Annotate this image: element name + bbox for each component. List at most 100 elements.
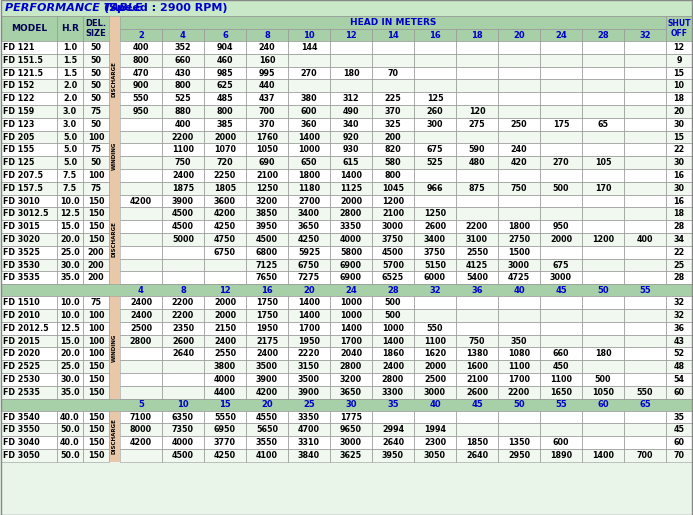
Text: 360: 360	[301, 119, 317, 129]
Bar	[1, 309, 57, 322]
Bar	[57, 41, 83, 54]
Bar	[624, 271, 666, 284]
Bar	[330, 309, 372, 322]
Text: 1380: 1380	[466, 349, 488, 358]
Bar	[288, 322, 330, 335]
Bar	[414, 449, 456, 462]
Bar	[288, 131, 330, 143]
Text: 35.0: 35.0	[60, 273, 80, 282]
Bar	[120, 156, 162, 169]
Bar	[204, 169, 246, 182]
Bar	[330, 373, 372, 386]
Bar	[162, 360, 204, 373]
Bar	[624, 360, 666, 373]
Bar	[83, 271, 109, 284]
Text: 6750: 6750	[298, 261, 320, 269]
Text: 2100: 2100	[382, 209, 404, 218]
Bar	[246, 423, 288, 436]
Bar	[1, 182, 57, 195]
Bar	[246, 195, 288, 208]
Text: FD 159: FD 159	[3, 107, 34, 116]
Bar	[624, 131, 666, 143]
Bar	[204, 322, 246, 335]
Bar	[162, 118, 204, 131]
Bar	[372, 156, 414, 169]
Text: 675: 675	[553, 261, 569, 269]
Text: 3500: 3500	[256, 362, 278, 371]
Text: 800: 800	[175, 81, 191, 90]
Bar	[582, 386, 624, 399]
Bar	[57, 449, 83, 462]
Bar	[330, 449, 372, 462]
Bar	[288, 79, 330, 92]
Bar	[57, 54, 83, 66]
Bar	[498, 233, 540, 246]
Bar	[498, 131, 540, 143]
Text: 480: 480	[468, 158, 485, 167]
Text: 950: 950	[133, 107, 149, 116]
Bar	[330, 360, 372, 373]
Bar	[498, 54, 540, 66]
Bar	[456, 386, 498, 399]
Text: 15: 15	[219, 400, 231, 409]
Bar	[666, 348, 692, 360]
Bar	[109, 118, 120, 195]
Bar	[330, 410, 372, 423]
Bar	[624, 259, 666, 271]
Bar	[1, 131, 57, 143]
Text: 4750: 4750	[214, 235, 236, 244]
Bar	[666, 259, 692, 271]
Bar	[330, 41, 372, 54]
Bar	[414, 436, 456, 449]
Text: 4500: 4500	[256, 235, 278, 244]
Bar	[83, 309, 109, 322]
Bar	[372, 360, 414, 373]
Bar	[540, 386, 582, 399]
Text: 105: 105	[595, 158, 611, 167]
Bar	[83, 373, 109, 386]
Bar	[162, 79, 204, 92]
Bar	[204, 296, 246, 309]
Text: 100: 100	[88, 324, 104, 333]
Bar	[288, 335, 330, 348]
Bar	[624, 208, 666, 220]
Text: 1050: 1050	[256, 145, 278, 154]
Bar	[414, 259, 456, 271]
Bar	[666, 449, 692, 462]
Bar	[246, 386, 288, 399]
Text: 950: 950	[553, 222, 569, 231]
Bar	[204, 220, 246, 233]
Bar	[498, 66, 540, 79]
Bar	[372, 386, 414, 399]
Text: 18: 18	[471, 30, 483, 40]
Text: 50: 50	[91, 119, 101, 129]
Bar	[372, 271, 414, 284]
Bar	[372, 92, 414, 105]
Bar	[109, 195, 120, 208]
Bar	[414, 348, 456, 360]
Text: 7350: 7350	[172, 425, 194, 434]
Bar	[1, 348, 57, 360]
Bar	[372, 182, 414, 195]
Bar	[204, 208, 246, 220]
Bar	[582, 360, 624, 373]
Bar	[372, 246, 414, 259]
Bar	[498, 360, 540, 373]
Text: 4200: 4200	[256, 388, 278, 397]
Bar	[330, 143, 372, 156]
Bar	[498, 169, 540, 182]
Bar	[57, 410, 83, 423]
Bar	[372, 360, 414, 373]
Bar	[666, 246, 692, 259]
Bar	[246, 233, 288, 246]
Bar	[83, 233, 109, 246]
Text: 4250: 4250	[214, 451, 236, 460]
Bar	[288, 360, 330, 373]
Bar	[582, 79, 624, 92]
Bar	[582, 335, 624, 348]
Text: 420: 420	[511, 158, 527, 167]
Bar	[414, 169, 456, 182]
Bar	[109, 105, 120, 118]
Bar	[582, 423, 624, 436]
Bar	[246, 220, 288, 233]
